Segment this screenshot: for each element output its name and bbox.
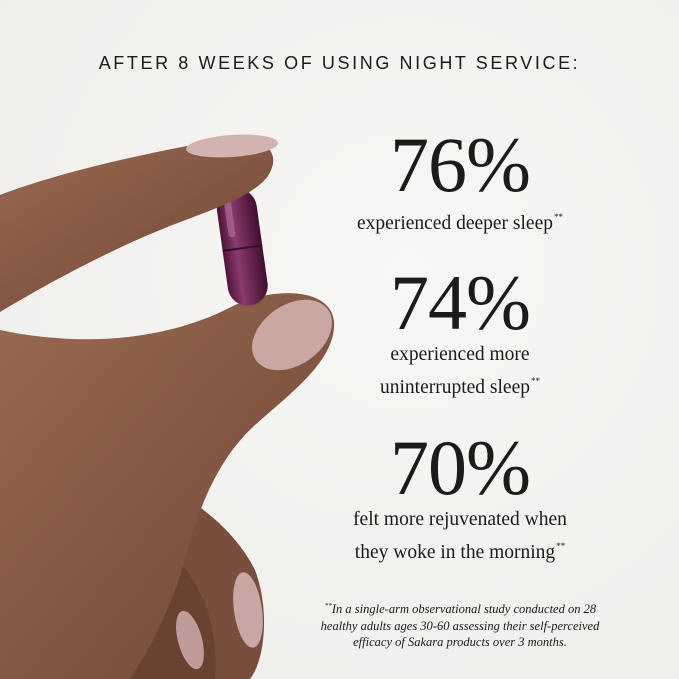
stat-line: experienced deeper sleep: [357, 213, 553, 234]
stat-value: 70%: [390, 424, 531, 511]
stat-description: experienced more uninterrupted sleep**: [280, 342, 640, 401]
footnote-mark: **: [556, 541, 566, 551]
stat-line: experienced more: [390, 344, 530, 365]
stat-description: felt more rejuvenated when they woke in t…: [280, 507, 640, 566]
footnote-mark: **: [531, 376, 540, 386]
heading: AFTER 8 WEEKS OF USING NIGHT SERVICE:: [98, 53, 581, 73]
stat-line: uninterrupted sleep: [380, 377, 530, 398]
footnote-line: healthy adults ages 30-60 assessing thei…: [320, 618, 600, 633]
footnote-mark: **: [324, 602, 332, 610]
footnote-mark: **: [553, 212, 563, 222]
capsule: [216, 188, 268, 306]
footnote: **In a single-arm observational study co…: [280, 598, 640, 651]
stat-description: experienced deeper sleep**: [280, 204, 640, 237]
stat-line: they woke in the morning: [354, 542, 556, 563]
footnote-line: In a single-arm observational study cond…: [331, 602, 597, 616]
footnote-line: efficacy of Sakara products over 3 month…: [353, 635, 567, 649]
stat-value: 74%: [390, 259, 531, 346]
stat-line: felt more rejuvenated when: [353, 509, 567, 530]
stat: 74% experienced more uninterrupted sleep*…: [280, 264, 640, 401]
stat-value: 76%: [390, 121, 531, 208]
stat: 76% experienced deeper sleep**: [280, 126, 640, 237]
stat: 70% felt more rejuvenated when they woke …: [280, 429, 640, 566]
